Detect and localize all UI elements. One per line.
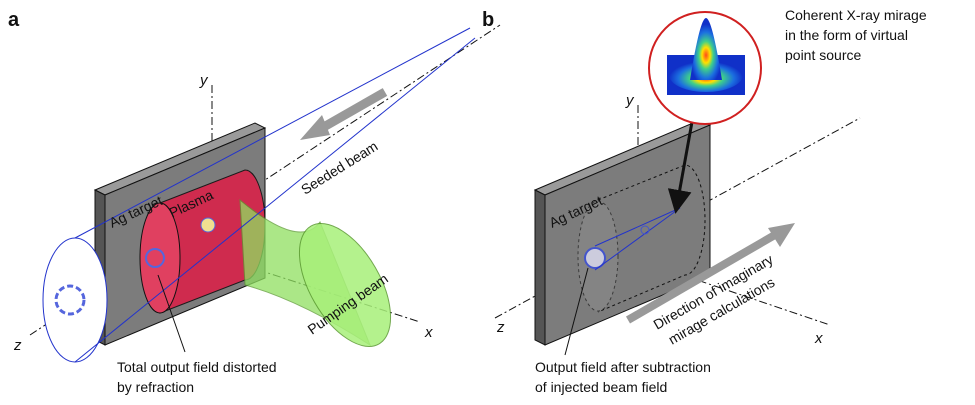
panel-a: a y x z Ag target Plasma Seeded beam Pum… [8,9,500,395]
axis-label: z [13,337,22,354]
inset-caption: point source [785,47,861,63]
seeded-arrowhead [300,115,330,140]
axis-label: x [424,324,433,341]
figure: a y x z Ag target Plasma Seeded beam Pum… [0,0,975,405]
panel-b: b y x z Ag target Coherent X-ray mirage … [482,7,927,395]
axis-label: z [496,319,505,336]
inset-caption: Coherent X-ray mirage [785,7,927,23]
panel-label: a [8,9,20,31]
axis-label: x [814,330,823,347]
caption: Output field after subtraction [535,359,711,375]
target-side [535,190,545,345]
field-pattern [201,218,215,232]
axis-label: y [625,92,635,109]
seeded-label: Seeded beam [298,138,380,198]
panel-label: b [482,9,494,31]
caption: of injected beam field [535,379,667,395]
caption: by refraction [117,379,194,395]
caption: Total output field distorted [117,359,277,375]
inset-caption: in the form of virtual [785,27,908,43]
axis-label: y [199,72,209,89]
